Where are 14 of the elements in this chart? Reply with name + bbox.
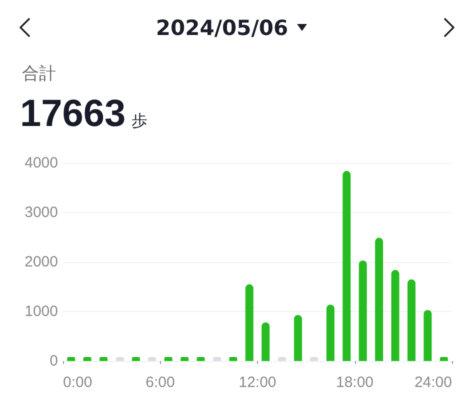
y-tick-label: 4000 bbox=[24, 154, 58, 172]
text: 歩 bbox=[132, 111, 148, 130]
x-tick-label: 18:00 bbox=[336, 374, 374, 391]
y-tick-label: 3000 bbox=[24, 204, 58, 221]
x-tick-label: 0:00 bbox=[63, 374, 92, 391]
text: 合計 bbox=[22, 63, 56, 86]
x-tick-label: 24:00 bbox=[414, 374, 452, 391]
y-tick-label: 2000 bbox=[24, 254, 58, 270]
text: 17663 bbox=[20, 93, 126, 135]
x-tick-label: 6:00 bbox=[146, 374, 175, 391]
y-tick-label: 1000 bbox=[24, 303, 58, 320]
x-tick-label: 12:00 bbox=[238, 374, 276, 391]
y-tick-label: 0 bbox=[50, 352, 58, 370]
chart-title: 2024/05/06 bbox=[154, 15, 290, 42]
